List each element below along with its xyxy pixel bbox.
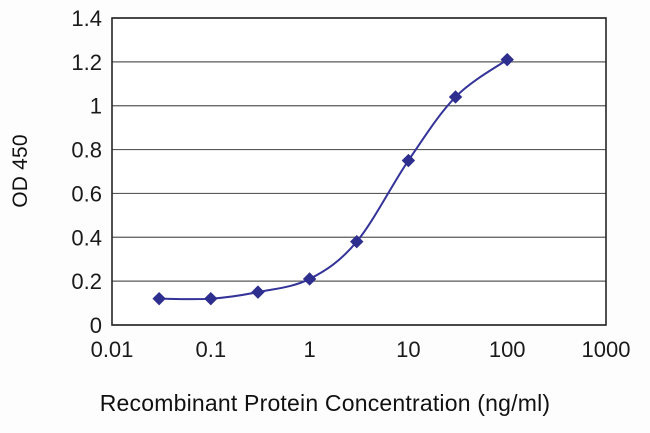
svg-text:0.2: 0.2: [71, 269, 102, 294]
y-axis-title: OD 450: [9, 134, 32, 208]
svg-text:1.4: 1.4: [71, 6, 102, 31]
svg-text:0: 0: [90, 313, 102, 338]
svg-text:1: 1: [303, 337, 315, 362]
svg-text:0.1: 0.1: [196, 337, 227, 362]
x-axis-title: Recombinant Protein Concentration (ng/ml…: [99, 390, 551, 416]
svg-text:0.01: 0.01: [91, 337, 134, 362]
svg-text:0.4: 0.4: [71, 225, 102, 250]
svg-text:10: 10: [396, 337, 420, 362]
svg-text:1000: 1000: [582, 337, 631, 362]
svg-text:0.6: 0.6: [71, 181, 102, 206]
svg-text:1.2: 1.2: [71, 50, 102, 75]
svg-text:0.8: 0.8: [71, 138, 102, 163]
svg-text:1: 1: [90, 94, 102, 119]
svg-text:100: 100: [489, 337, 526, 362]
